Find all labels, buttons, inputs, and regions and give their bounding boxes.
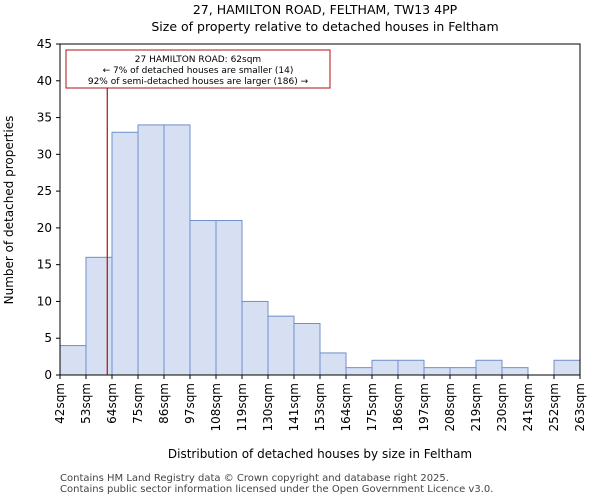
- y-tick-label: 35: [37, 111, 52, 125]
- bar-97sqm: [189, 220, 217, 376]
- x-tick-label: 119sqm: [235, 383, 249, 431]
- x-tick-label: 108sqm: [209, 383, 223, 431]
- x-tick-label: 130sqm: [261, 383, 275, 431]
- chart-title: 27, HAMILTON ROAD, FELTHAM, TW13 4PP: [193, 2, 458, 17]
- bars-group: [59, 124, 581, 376]
- bar-141sqm: [293, 323, 321, 376]
- bar-186sqm: [397, 359, 425, 376]
- annotation-line-3: 92% of semi-detached houses are larger (…: [88, 77, 309, 87]
- x-axis-label: Distribution of detached houses by size …: [168, 447, 472, 461]
- bar-42sqm: [59, 345, 87, 376]
- bar-75sqm: [137, 124, 165, 376]
- bar-175sqm: [371, 359, 399, 376]
- bar-119sqm: [241, 300, 269, 376]
- x-tick-label: 97sqm: [183, 383, 197, 424]
- x-tick-label: 219sqm: [469, 383, 483, 431]
- annotation-line-1: 27 HAMILTON ROAD: 62sqm: [135, 55, 261, 65]
- y-tick-label: 40: [37, 74, 52, 88]
- bar-153sqm: [319, 352, 347, 376]
- bar-164sqm: [345, 367, 373, 376]
- x-tick-label: 197sqm: [417, 383, 431, 431]
- bar-130sqm: [267, 315, 295, 376]
- y-tick-label: 45: [37, 37, 52, 51]
- plot-frame: [59, 43, 581, 376]
- x-tick-label: 153sqm: [313, 383, 327, 431]
- annotation-line-2: ← 7% of detached houses are smaller (14): [103, 66, 294, 76]
- bar-108sqm: [215, 220, 243, 376]
- bar-252sqm: [553, 359, 581, 376]
- x-tick-label: 175sqm: [365, 383, 379, 431]
- y-tick-label: 15: [37, 258, 52, 272]
- x-tick-label: 241sqm: [521, 383, 535, 431]
- footer-copyright: Contains HM Land Registry data © Crown c…: [60, 473, 449, 484]
- y-tick-label: 0: [44, 368, 52, 382]
- annotation-box: [65, 49, 331, 89]
- y-tick-label: 30: [37, 147, 52, 161]
- bar-64sqm: [111, 131, 139, 376]
- x-tick-label: 75sqm: [131, 383, 145, 424]
- bar-197sqm: [423, 367, 451, 376]
- bar-230sqm: [501, 367, 529, 376]
- x-tick-label: 64sqm: [105, 383, 119, 424]
- x-tick-label: 42sqm: [53, 383, 67, 424]
- y-tick-label: 10: [37, 294, 52, 308]
- bar-208sqm: [449, 367, 477, 376]
- footer-licence: Contains public sector information licen…: [60, 484, 494, 495]
- x-axis: 42sqm 53sqm 64sqm 75sqm 86sqm 97sqm 108sqm 119s…: [53, 375, 587, 431]
- x-tick-label: 263sqm: [573, 383, 587, 431]
- x-tick-label: 141sqm: [287, 383, 301, 431]
- y-axis-label: Number of detached properties: [2, 116, 16, 305]
- x-tick-label: 186sqm: [391, 383, 405, 431]
- x-tick-label: 53sqm: [79, 383, 93, 424]
- x-tick-label: 252sqm: [547, 383, 561, 431]
- bar-86sqm: [163, 124, 191, 376]
- y-axis: 0 5 10 15 20 25 30 35 40 45: [37, 37, 60, 382]
- y-tick-label: 5: [44, 331, 52, 345]
- chart-subtitle: Size of property relative to detached ho…: [151, 19, 498, 34]
- x-tick-label: 164sqm: [339, 383, 353, 431]
- y-tick-label: 20: [37, 221, 52, 235]
- x-tick-label: 86sqm: [157, 383, 171, 424]
- x-tick-label: 208sqm: [443, 383, 457, 431]
- y-tick-label: 25: [37, 184, 52, 198]
- bar-53sqm: [85, 256, 113, 376]
- bar-219sqm: [475, 359, 503, 376]
- x-tick-label: 230sqm: [495, 383, 509, 431]
